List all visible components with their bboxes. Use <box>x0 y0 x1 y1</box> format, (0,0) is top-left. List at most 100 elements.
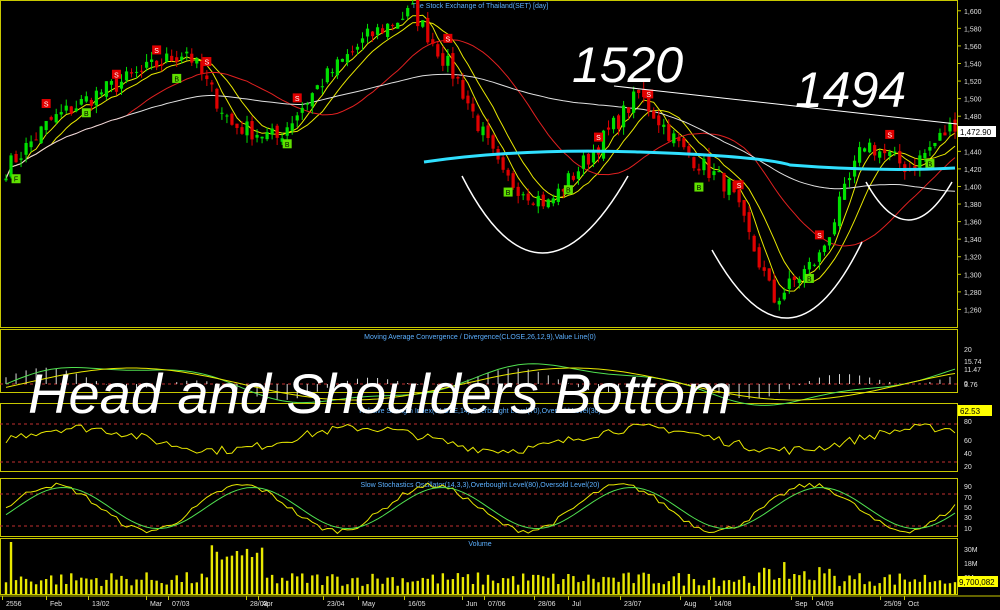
buy-marker <box>81 108 91 118</box>
volume-bar <box>130 585 133 594</box>
candle-body <box>150 59 154 62</box>
candle-body <box>647 96 651 112</box>
volume-bar <box>532 574 535 594</box>
moving-average-5 <box>5 14 956 292</box>
candle-body <box>225 115 229 117</box>
left-shoulder-curve <box>461 175 629 254</box>
candle-body <box>416 0 420 27</box>
date-tick-label: 28/03 <box>250 601 268 608</box>
volume-bar <box>486 574 490 594</box>
candle-body <box>471 103 475 112</box>
candle-body <box>34 139 38 141</box>
volume-bar <box>737 579 741 594</box>
candle-body <box>235 123 239 128</box>
volume-bar <box>652 583 655 594</box>
volume-bar <box>185 572 188 594</box>
volume-bar <box>175 575 178 594</box>
candle-body <box>134 71 139 73</box>
volume-bar <box>918 581 922 594</box>
date-tick-label: Apr <box>262 601 274 608</box>
volume-bar <box>326 576 329 594</box>
date-tick-label: 04/09 <box>816 601 834 608</box>
price-tick-label: 1,580 <box>964 26 982 33</box>
candle-body <box>74 108 78 112</box>
volume-bar <box>742 576 746 594</box>
volume-bar <box>200 573 204 594</box>
candle-body <box>89 99 93 106</box>
candle-body <box>511 173 515 188</box>
candle-body <box>702 158 706 171</box>
last-price: 1,472.90 <box>960 128 992 137</box>
candle-body <box>310 93 314 107</box>
candle-body <box>109 80 114 85</box>
candle-body <box>817 252 822 262</box>
volume-bar <box>135 579 138 594</box>
volume-bar <box>808 579 811 594</box>
candle-body <box>832 222 837 235</box>
candle-body <box>611 117 616 130</box>
candle-body <box>898 151 902 164</box>
signal-label: B <box>566 188 571 195</box>
moving-average-25 <box>5 38 956 247</box>
candle-body <box>707 155 711 178</box>
volume-bar <box>180 582 183 594</box>
volume-bar <box>677 573 681 594</box>
price-tick-label: 1,480 <box>964 114 982 121</box>
sell-marker <box>41 99 51 109</box>
volume-bar <box>311 575 314 594</box>
candle-body <box>370 31 375 37</box>
volume-bar <box>938 580 942 594</box>
volume-bar <box>220 559 224 594</box>
volume-bar <box>301 573 304 594</box>
buy-marker <box>925 159 935 169</box>
candle-body <box>165 53 169 62</box>
rsi-panel <box>0 403 958 472</box>
volume-bar <box>913 579 917 594</box>
sell-marker <box>814 230 824 240</box>
candle-body <box>365 28 370 37</box>
signal-label: S <box>446 36 451 43</box>
volume-bar <box>225 556 229 594</box>
candle-body <box>787 278 791 289</box>
candle-body <box>622 105 626 128</box>
price-candles <box>4 0 957 311</box>
left-level-label: 1520 <box>572 37 683 93</box>
candle-body <box>551 198 555 204</box>
volume-bar <box>346 584 349 594</box>
signal-label: S <box>646 92 651 99</box>
price-tick-label: 1,420 <box>964 167 982 174</box>
volume-bar <box>155 580 158 594</box>
candle-body <box>205 75 209 80</box>
volume-bar <box>923 574 927 594</box>
signal-label: S <box>817 233 822 240</box>
price-panel <box>0 0 958 328</box>
volume-bar <box>9 542 13 594</box>
volume-bar <box>793 574 796 594</box>
volume-bar <box>943 583 947 594</box>
candle-body <box>29 141 33 148</box>
candle-body <box>918 155 922 170</box>
candle-body <box>426 17 430 43</box>
volume-bar <box>838 585 841 594</box>
candle-body <box>566 173 570 194</box>
volume-bar <box>496 583 500 594</box>
candle-body <box>586 153 591 165</box>
moving-averages <box>5 14 956 292</box>
volume-bar <box>773 579 776 594</box>
volume-bar <box>275 583 279 594</box>
sell-marker <box>443 33 453 43</box>
volume-bar <box>888 574 891 594</box>
candle-body <box>330 72 334 74</box>
volume-bar <box>115 579 118 594</box>
volume-bar <box>898 573 901 594</box>
candle-body <box>290 123 294 131</box>
candle-body <box>144 61 149 68</box>
candle-body <box>873 145 877 156</box>
candle-body <box>652 110 656 119</box>
volume-bar <box>597 582 600 594</box>
candle-body <box>627 107 631 113</box>
candle-body <box>827 237 832 246</box>
sell-marker <box>152 45 162 55</box>
volume-bar <box>366 584 369 594</box>
candle-body <box>275 125 279 138</box>
